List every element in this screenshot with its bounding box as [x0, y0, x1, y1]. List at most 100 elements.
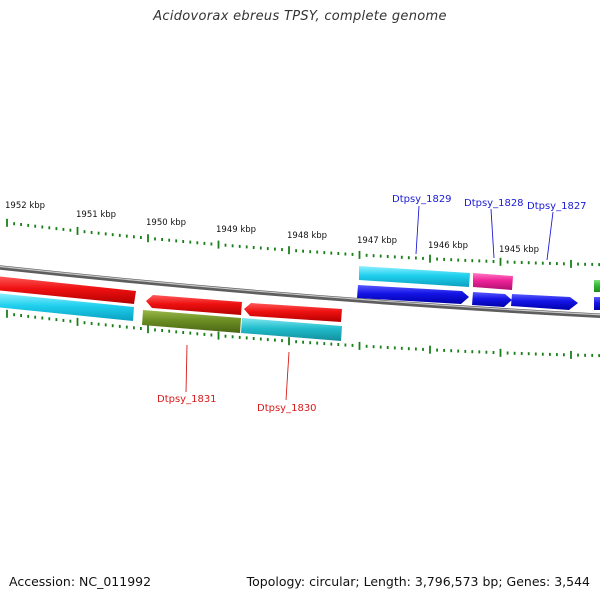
minor-tick: [549, 352, 551, 356]
minor-tick: [259, 337, 262, 341]
minor-tick: [330, 342, 333, 346]
minor-tick: [563, 262, 565, 266]
minor-tick: [464, 258, 467, 262]
minor-tick: [541, 261, 544, 265]
accession-text: Accession: NC_011992: [9, 574, 152, 589]
minor-tick: [41, 316, 44, 320]
minor-tick: [118, 233, 121, 237]
gene-reverse-teal-1830[interactable]: [241, 318, 342, 341]
gene-reverse-red-2[interactable]: [146, 295, 242, 315]
minor-tick: [337, 252, 340, 255]
minor-tick: [471, 350, 474, 354]
gene-forward-cyan-1829[interactable]: [359, 266, 470, 287]
minor-tick: [125, 234, 128, 238]
minor-tick: [400, 346, 403, 350]
gene-forward-blue-3[interactable]: [511, 294, 578, 310]
minor-tick: [513, 351, 516, 355]
major-tick: [6, 218, 8, 227]
gene-reverse-red-3[interactable]: [244, 303, 342, 322]
gene-label-dtpsy-1829[interactable]: Dtpsy_1829: [392, 194, 452, 205]
major-tick: [499, 348, 502, 357]
minor-tick: [281, 248, 283, 252]
gene-forward-magenta-1828[interactable]: [473, 273, 513, 290]
major-tick: [76, 226, 79, 235]
minor-tick: [492, 260, 495, 263]
minor-tick: [344, 343, 347, 347]
scale-label-1951: 1951 kbp: [76, 210, 116, 220]
minor-tick: [323, 251, 326, 255]
scale-label-1950: 1950 kbp: [146, 218, 186, 228]
minor-tick: [556, 262, 558, 266]
minor-tick: [316, 250, 319, 254]
major-tick: [217, 240, 220, 249]
minor-tick: [577, 262, 579, 266]
minor-tick: [203, 241, 206, 245]
gene-forward-red-1[interactable]: [0, 276, 136, 304]
minor-tick: [252, 246, 255, 249]
minor-tick: [295, 340, 297, 344]
minor-tick: [436, 348, 438, 352]
minor-tick: [104, 232, 107, 236]
minor-tick: [365, 253, 368, 257]
minor-tick: [584, 353, 586, 357]
minor-tick: [140, 236, 142, 239]
minor-tick: [41, 225, 44, 229]
major-tick: [429, 254, 431, 263]
minor-tick: [513, 260, 516, 264]
gene-forward-green[interactable]: [594, 280, 600, 292]
minor-tick: [154, 328, 156, 332]
gene-reverse-olive-1831[interactable]: [142, 310, 241, 333]
minor-tick: [591, 262, 594, 266]
major-tick: [217, 331, 220, 340]
minor-tick: [393, 255, 396, 259]
minor-tick: [323, 342, 326, 346]
minor-tick: [161, 329, 163, 332]
leader-line-1830: [285, 351, 290, 401]
minor-tick: [13, 222, 15, 226]
minor-tick: [309, 250, 312, 254]
gene-forward-blue-2[interactable]: [472, 292, 512, 307]
minor-tick: [62, 318, 65, 322]
minor-tick: [133, 326, 135, 330]
major-tick: [358, 341, 361, 350]
minor-tick: [541, 352, 544, 356]
leader-line-1829: [415, 205, 420, 255]
major-tick: [358, 250, 361, 259]
gene-label-dtpsy-1828[interactable]: Dtpsy_1828: [464, 198, 524, 209]
minor-tick: [125, 325, 128, 329]
minor-tick: [450, 258, 453, 262]
gene-reverse-cyan-1[interactable]: [0, 293, 134, 321]
minor-tick: [485, 350, 488, 354]
gene-label-dtpsy-1831[interactable]: Dtpsy_1831: [157, 394, 217, 405]
minor-tick: [344, 252, 347, 256]
minor-tick: [457, 258, 460, 262]
minor-tick: [55, 318, 58, 322]
minor-tick: [27, 314, 30, 318]
gene-label-dtpsy-1830[interactable]: Dtpsy_1830: [257, 403, 317, 414]
genome-backbone: [0, 265, 600, 318]
minor-tick: [520, 261, 523, 264]
gene-forward-blue-4[interactable]: [594, 297, 600, 310]
minor-tick: [118, 324, 121, 328]
major-tick: [147, 234, 149, 243]
minor-tick: [407, 347, 410, 351]
minor-tick: [281, 339, 283, 343]
minor-tick: [182, 331, 185, 334]
minor-tick: [372, 254, 375, 258]
gene-forward-blue-1[interactable]: [357, 285, 469, 304]
minor-tick: [48, 317, 51, 321]
minor-tick: [175, 330, 178, 334]
minor-tick: [422, 256, 424, 260]
scale-label-1952: 1952 kbp: [5, 201, 45, 211]
minor-tick: [224, 243, 227, 247]
gene-label-dtpsy-1827[interactable]: Dtpsy_1827: [527, 201, 587, 212]
minor-tick: [386, 255, 389, 258]
minor-tick: [196, 241, 199, 245]
minor-tick: [224, 334, 227, 338]
minor-tick: [203, 332, 206, 336]
minor-tick: [274, 247, 276, 251]
minor-tick: [351, 343, 354, 347]
minor-tick: [422, 347, 424, 351]
minor-tick: [55, 227, 58, 231]
